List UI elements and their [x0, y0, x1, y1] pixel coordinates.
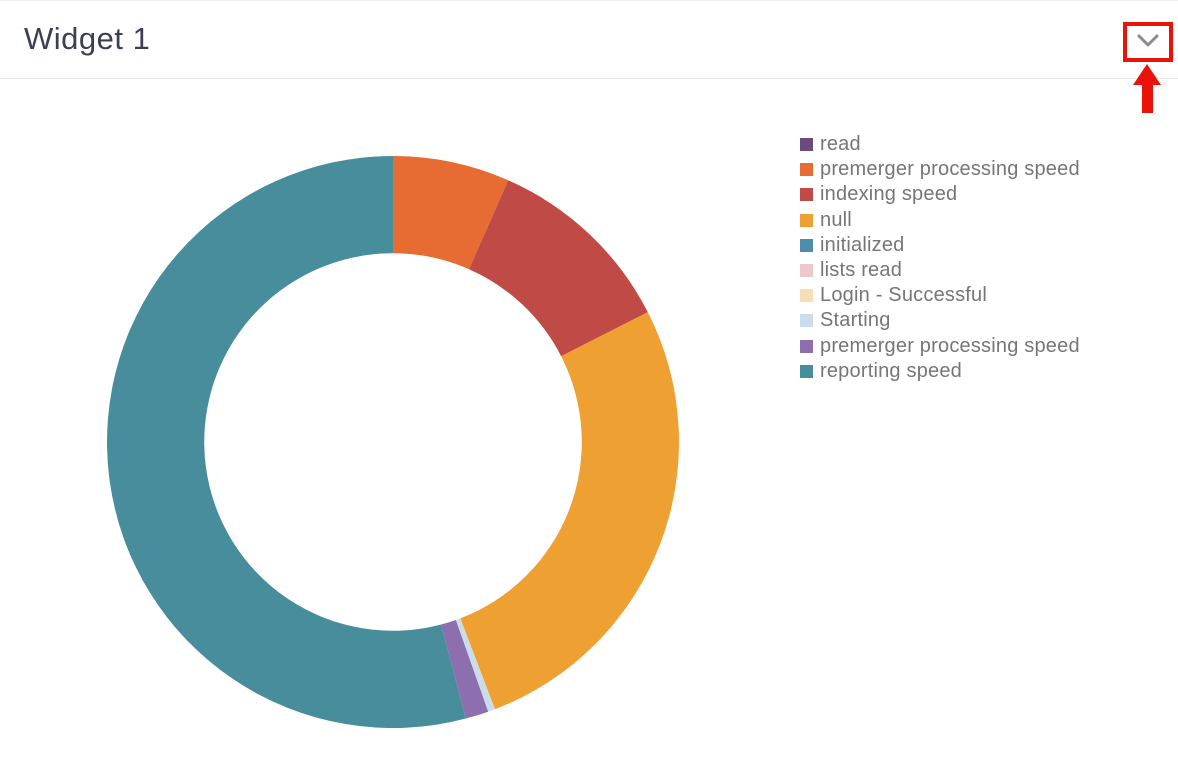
chart-legend: read premerger processing speed indexing s… [800, 132, 1080, 384]
widget-header: Widget 1 [0, 1, 1178, 79]
legend-item[interactable]: reporting speed [800, 359, 1080, 384]
legend-item-label: initialized [820, 233, 905, 256]
legend-swatch-icon [800, 289, 813, 303]
legend-item[interactable]: indexing speed [800, 182, 1080, 207]
legend-item[interactable]: Login - Successful [800, 283, 1080, 308]
legend-swatch-icon [800, 364, 813, 378]
legend-item-label: premerger processing speed [820, 334, 1080, 357]
legend-swatch-icon [800, 213, 813, 227]
legend-swatch-icon [800, 314, 813, 328]
legend-item-label: lists read [820, 259, 903, 282]
widget-collapse-button[interactable] [1127, 27, 1169, 57]
donut-slice-premerger-processing-speed[interactable] [393, 156, 509, 270]
legend-swatch-icon [800, 188, 813, 202]
donut-slice-indexing-speed[interactable] [469, 180, 648, 357]
legend-item[interactable]: null [800, 208, 1080, 233]
legend-item[interactable]: premerger processing speed [800, 157, 1080, 182]
legend-swatch-icon [800, 238, 813, 252]
donut-slice-premerger-processing-speed[interactable] [441, 619, 489, 719]
legend-item-label: premerger processing speed [820, 158, 1080, 181]
legend-swatch-icon [800, 163, 813, 177]
legend-item-label: Login - Successful [820, 284, 988, 307]
legend-swatch-icon [800, 138, 813, 152]
legend-item-label: null [820, 208, 852, 231]
legend-swatch-icon [800, 264, 813, 278]
donut-slice-null[interactable] [460, 312, 679, 710]
donut-slice-starting[interactable] [455, 618, 495, 712]
legend-swatch-icon [800, 339, 813, 353]
legend-item-label: read [820, 133, 861, 156]
legend-item[interactable]: Starting [800, 308, 1080, 333]
legend-item[interactable]: lists read [800, 258, 1080, 283]
legend-item[interactable]: read [800, 132, 1080, 157]
chevron-down-icon [1136, 34, 1160, 51]
donut-slice-reporting-speed[interactable] [106, 156, 466, 729]
legend-item-label: reporting speed [820, 359, 962, 382]
legend-item[interactable]: premerger processing speed [800, 334, 1080, 359]
widget-title: Widget 1 [24, 21, 151, 56]
legend-item[interactable]: initialized [800, 233, 1080, 258]
legend-item-label: Starting [820, 309, 891, 332]
legend-item-label: indexing speed [820, 183, 958, 206]
